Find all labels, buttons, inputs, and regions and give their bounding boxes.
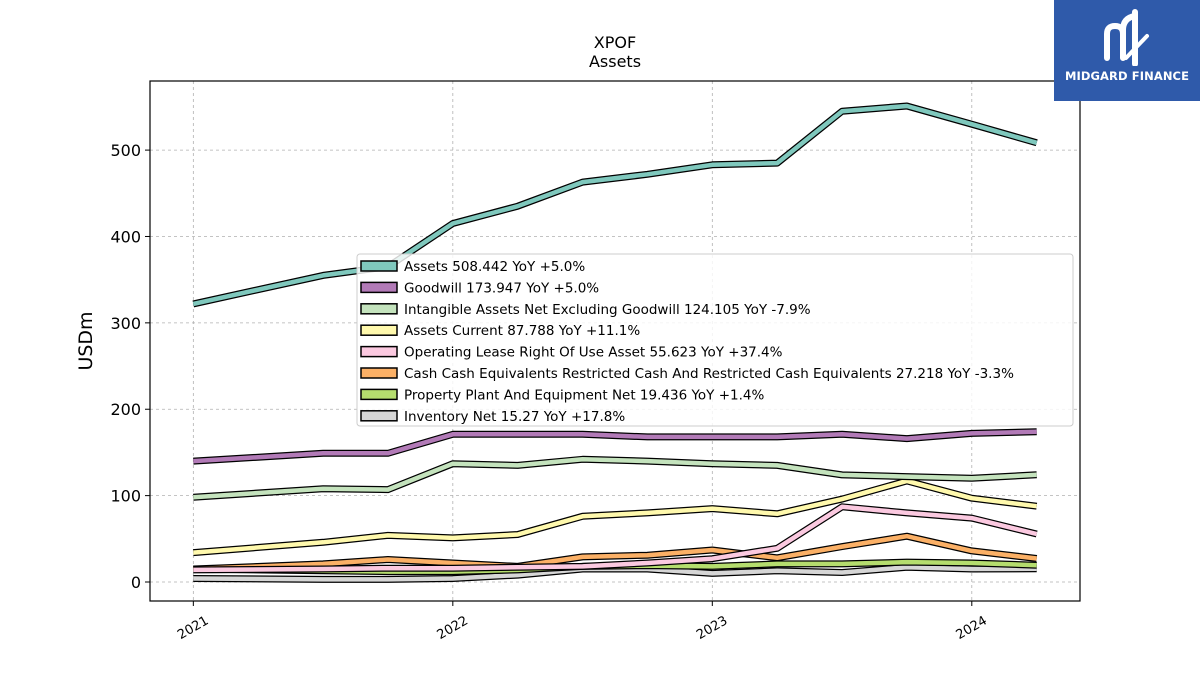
x-tick-label: 2021	[175, 613, 211, 643]
legend-entry-label: Inventory Net 15.27 YoY +17.8%	[404, 409, 625, 425]
legend-swatch	[360, 367, 398, 379]
y-tick-label: 500	[110, 141, 141, 160]
legend-swatch	[360, 324, 398, 336]
y-tick-label: 200	[110, 400, 141, 419]
y-tick-label: 0	[131, 573, 141, 592]
legend-swatch	[360, 260, 398, 272]
chart-title: XPOF	[594, 33, 636, 52]
series-line-path	[193, 478, 1037, 555]
legend-entry-label: Intangible Assets Net Excluding Goodwill…	[404, 302, 811, 318]
series-line	[193, 532, 1038, 573]
midgard-logo-icon	[1104, 9, 1149, 66]
series-line-path	[193, 533, 1037, 572]
y-tick-label: 100	[110, 487, 141, 506]
legend-swatch	[360, 410, 398, 422]
legend-entry-label: Property Plant And Equipment Net 19.436 …	[404, 387, 764, 403]
legend-swatch	[360, 281, 398, 294]
x-tick-label: 2024	[954, 613, 990, 643]
legend-entry-label: Cash Cash Equivalents Restricted Cash An…	[404, 366, 1014, 382]
x-tick-label: 2023	[694, 613, 730, 643]
chart-subtitle: Assets	[589, 52, 641, 71]
brand-logo: MIDGARD FINANCE	[1054, 0, 1200, 101]
series-lines	[192, 102, 1038, 583]
legend-entry-label: Assets 508.442 YoY +5.0%	[404, 259, 585, 275]
legend-entry-label: Assets Current 87.788 YoY +11.1%	[404, 323, 640, 339]
y-tick-label: 300	[110, 314, 141, 333]
series-line-path	[193, 457, 1037, 500]
legend-entry-label: Goodwill 173.947 YoY +5.0%	[404, 280, 599, 296]
brand-logo-text: MIDGARD FINANCE	[1064, 69, 1190, 83]
y-tick-label: 400	[110, 227, 141, 246]
x-tick-label: 2022	[435, 613, 471, 643]
legend: Assets 508.442 YoY +5.0% Goodwill 173.947…	[356, 253, 1074, 427]
legend-swatch	[360, 388, 398, 401]
legend-entry-label: Operating Lease Right Of Use Asset 55.62…	[404, 345, 783, 361]
series-line-path	[193, 504, 1038, 573]
y-axis-label: USDm	[75, 311, 97, 370]
legend-frame	[356, 253, 1074, 427]
series-line	[193, 503, 1038, 574]
legend-swatch	[360, 303, 398, 315]
series-line	[193, 428, 1037, 465]
series-line	[193, 477, 1038, 557]
plot-area-frame	[149, 80, 1081, 602]
series-line-path	[193, 429, 1037, 464]
series-line	[193, 455, 1037, 501]
legend-swatch	[360, 345, 398, 358]
